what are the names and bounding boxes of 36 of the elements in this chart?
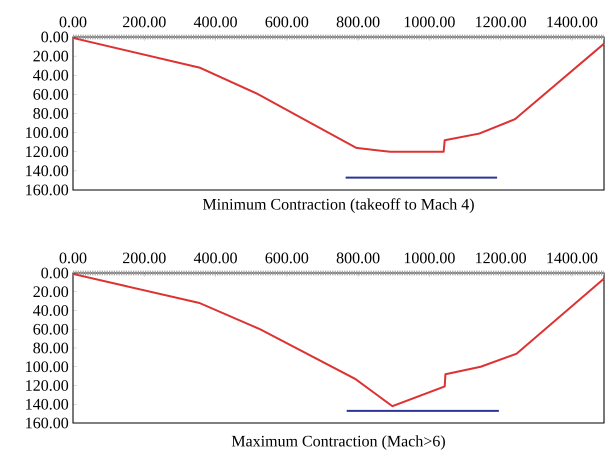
x-tick-label: 200.00 xyxy=(122,16,166,28)
x-tick-label: 1200.00 xyxy=(476,16,526,28)
y-tick-label: 100.00 xyxy=(26,361,68,372)
x-tick-label: 1000.00 xyxy=(404,16,455,28)
text: Maximum Contraction (Mach>6) xyxy=(232,435,445,450)
x-tick-label: 600.00 xyxy=(266,252,308,264)
x-tick-label: 400.00 xyxy=(194,16,237,28)
y-tick-label: 60.00 xyxy=(33,88,68,100)
y-tick-label: 100.00 xyxy=(26,127,68,138)
y-tick-label: 40.00 xyxy=(33,305,68,316)
y-tick-label: 20.00 xyxy=(33,50,68,62)
x-tick-label: 1400.00 xyxy=(547,252,598,264)
x-tick-label: 0.00 xyxy=(60,252,86,264)
x-tick-label: 200.00 xyxy=(122,252,166,264)
y-tick-label: 160.00 xyxy=(26,418,68,428)
y-tick-label: 120.00 xyxy=(26,380,68,391)
y-tick-label: 0.00 xyxy=(41,268,68,278)
x-tick-label: 600.00 xyxy=(266,16,308,28)
y-tick-label: 20.00 xyxy=(33,286,68,298)
y-tick-label: 80.00 xyxy=(33,342,68,354)
y-tick-label: 120.00 xyxy=(26,146,68,158)
y-tick-label: 80.00 xyxy=(33,108,68,119)
x-tick-label: 800.00 xyxy=(336,16,380,28)
y-tick-label: 40.00 xyxy=(33,70,68,81)
x-tick-label: 1200.00 xyxy=(476,252,526,264)
text: Minimum Contraction (takeoff to Mach 4) xyxy=(202,198,474,213)
x-tick-label: 0.00 xyxy=(60,16,86,28)
y-tick-label: 60.00 xyxy=(33,324,68,335)
y-tick-label: 140.00 xyxy=(26,398,68,410)
x-tick-label: 1400.00 xyxy=(547,16,598,28)
y-tick-label: 160.00 xyxy=(26,184,68,196)
x-tick-label: 1000.00 xyxy=(404,252,455,264)
x-tick-label: 400.00 xyxy=(194,252,237,264)
y-tick-label: 0.00 xyxy=(41,32,68,42)
x-tick-label: 800.00 xyxy=(336,252,380,264)
y-tick-label: 140.00 xyxy=(26,165,68,176)
